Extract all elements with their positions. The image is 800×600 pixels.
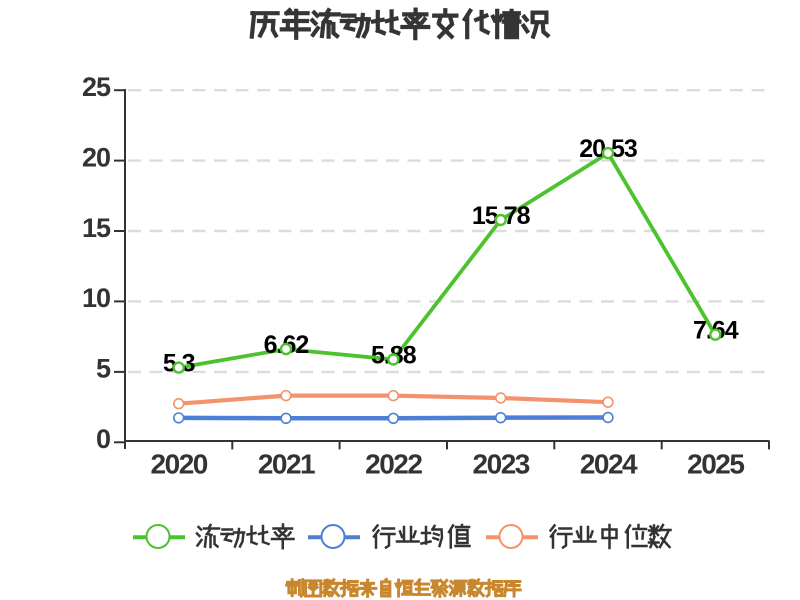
svg-text:10: 10 bbox=[82, 283, 110, 313]
svg-text:20: 20 bbox=[82, 142, 110, 172]
svg-text:5: 5 bbox=[96, 354, 111, 384]
svg-text:2025: 2025 bbox=[687, 449, 744, 480]
svg-text:25: 25 bbox=[82, 72, 111, 102]
svg-text:2023: 2023 bbox=[473, 449, 530, 480]
svg-text:2021: 2021 bbox=[258, 449, 315, 480]
svg-text:15: 15 bbox=[82, 213, 111, 243]
svg-text:2020: 2020 bbox=[151, 449, 208, 480]
svg-text:0: 0 bbox=[96, 424, 110, 454]
svg-text:2024: 2024 bbox=[580, 449, 638, 480]
svg-text:2022: 2022 bbox=[365, 449, 422, 480]
